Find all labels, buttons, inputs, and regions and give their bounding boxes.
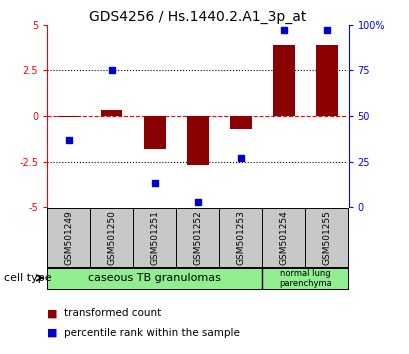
Text: GSM501253: GSM501253 [236,210,245,265]
Text: GSM501254: GSM501254 [279,210,288,265]
Text: ■: ■ [47,328,58,338]
Text: cell type: cell type [4,273,52,283]
Bar [315,45,337,116]
Text: GSM501249: GSM501249 [64,210,73,265]
Text: normal lung
parenchyma: normal lung parenchyma [279,269,331,288]
Text: transformed count: transformed count [63,308,160,318]
Bar [187,116,208,165]
Bar [229,116,251,129]
Text: GSM501252: GSM501252 [193,210,202,265]
Text: GSM501250: GSM501250 [107,210,116,265]
Text: GSM501251: GSM501251 [150,210,159,265]
Bar [58,116,79,117]
Text: GSM501255: GSM501255 [322,210,330,265]
Text: percentile rank within the sample: percentile rank within the sample [63,328,239,338]
Text: ■: ■ [47,308,58,318]
Title: GDS4256 / Hs.1440.2.A1_3p_at: GDS4256 / Hs.1440.2.A1_3p_at [89,10,306,24]
Bar [272,45,294,116]
Bar [144,116,165,149]
Text: caseous TB granulomas: caseous TB granulomas [88,273,221,283]
Bar [101,110,122,116]
